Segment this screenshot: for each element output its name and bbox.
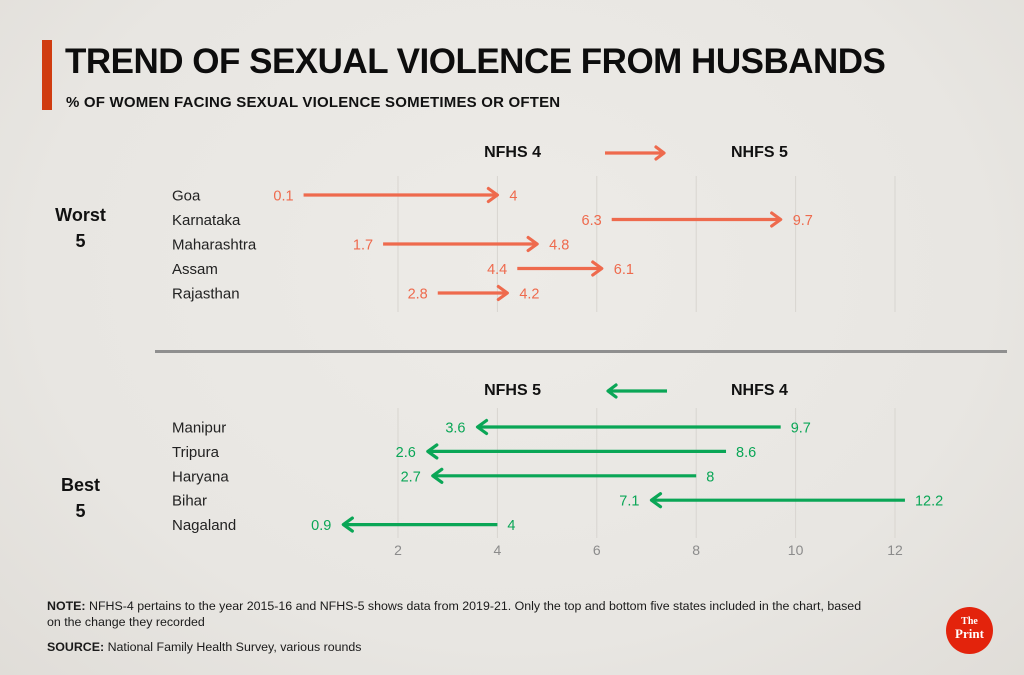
state-label: Maharashtra [172, 237, 257, 254]
trend-arrow-head [431, 467, 444, 484]
value-label-end: 2.7 [401, 469, 421, 485]
value-label-end: 3.6 [445, 421, 465, 437]
value-label-start: 9.7 [791, 421, 811, 437]
value-label-end: 4.8 [549, 238, 569, 254]
legend-worst: NFHS 4 NHFS 5 [286, 140, 986, 166]
trend-arrow-head [475, 418, 489, 436]
chart-worst-5: Goa 0.1 4 Karnataka 6.3 9.7 Maharashtra 1.7 4.8 A… [172, 176, 896, 312]
chart-best-5: Manipur 9.7 3.6 Tripura 8.6 2.6 Haryana 8 2.7 Bih… [172, 408, 943, 538]
left-arrow-icon [606, 383, 667, 399]
x-axis-tick: 10 [787, 542, 804, 558]
section-label-best-line2: 5 [75, 501, 86, 521]
state-label: Karnataka [172, 212, 241, 229]
value-label-start: 6.3 [582, 213, 602, 229]
value-label-end: 2.6 [396, 445, 416, 461]
x-axis-tick: 4 [493, 542, 502, 558]
value-label-end: 4.2 [519, 287, 539, 303]
legend-worst-from-label: NFHS 4 [484, 144, 541, 161]
note-label: NOTE: [47, 599, 86, 613]
value-label-start: 4 [507, 518, 515, 534]
value-label-start: 8.6 [736, 445, 756, 461]
left-arrow-head [606, 383, 618, 399]
state-label: Manipur [172, 420, 226, 437]
title-accent-bar [42, 40, 52, 110]
section-divider [155, 350, 1007, 353]
value-label-start: 12.2 [915, 494, 943, 510]
state-label: Nagaland [172, 517, 236, 534]
x-axis-tick: 6 [592, 542, 601, 558]
page-title: TREND OF SEXUAL VIOLENCE FROM HUSBANDS [65, 42, 886, 81]
section-label-best: Best 5 [28, 472, 133, 524]
source-text: National Family Health Survey, various r… [107, 640, 362, 654]
trend-arrow-head [591, 260, 604, 277]
footer-note: NOTE: NFHS-4 pertains to the year 2015-1… [47, 598, 867, 655]
x-axis-tick: 2 [394, 542, 402, 558]
trend-arrow-head [649, 492, 663, 509]
value-label-start: 4.4 [487, 262, 507, 278]
trend-arrow-head [486, 186, 499, 204]
value-label-end: 0.9 [311, 518, 331, 534]
value-label-start: 1.7 [353, 238, 373, 254]
page-subtitle: % OF WOMEN FACING SEXUAL VIOLENCE SOMETI… [66, 94, 561, 111]
source-label: SOURCE: [47, 640, 105, 654]
section-label-best-line1: Best [60, 475, 100, 495]
x-axis-tick: 12 [887, 542, 903, 558]
x-axis-labels: 2 4 6 8 10 12 [0, 542, 1024, 560]
state-label: Tripura [172, 444, 220, 461]
logo-text-print: Print [955, 626, 984, 641]
note-line: NOTE: NFHS-4 pertains to the year 2015-1… [47, 598, 867, 630]
trend-arrow-head [770, 211, 783, 228]
value-label-end: 7.1 [619, 494, 639, 510]
x-axis-tick: 8 [692, 542, 701, 558]
legend-best-from-label: NHFS 4 [731, 382, 788, 399]
section-label-worst-line1: Worst [55, 205, 106, 225]
value-label-start: 8 [706, 469, 714, 485]
value-label-end: 4 [509, 189, 517, 205]
legend-best-to-label: NFHS 5 [484, 382, 541, 399]
right-arrow-head [654, 145, 666, 161]
state-label: Goa [172, 188, 201, 205]
value-label-end: 9.7 [793, 213, 813, 229]
trend-arrow-head [526, 235, 539, 253]
value-label-start: 0.1 [273, 189, 293, 205]
legend-best: NFHS 5 NHFS 4 [286, 378, 986, 404]
source-line: SOURCE: National Family Health Survey, v… [47, 639, 867, 655]
value-label-start: 2.8 [408, 287, 428, 303]
note-text: NFHS-4 pertains to the year 2015-16 and … [47, 599, 862, 629]
section-label-worst-line2: 5 [75, 231, 86, 251]
trend-arrow-head [341, 516, 354, 533]
state-label: Bihar [172, 493, 207, 510]
right-arrow-icon [605, 145, 666, 161]
trend-arrow-head [426, 443, 439, 460]
state-label: Assam [172, 261, 218, 278]
trend-arrow-head [496, 284, 509, 302]
state-label: Haryana [172, 468, 229, 485]
logo-text-the: The [961, 616, 978, 627]
value-label-end: 6.1 [614, 262, 634, 278]
section-label-worst: Worst 5 [28, 202, 133, 254]
state-label: Rajasthan [172, 286, 240, 303]
legend-worst-to-label: NHFS 5 [731, 144, 788, 161]
theprint-logo: The Print [946, 607, 993, 654]
